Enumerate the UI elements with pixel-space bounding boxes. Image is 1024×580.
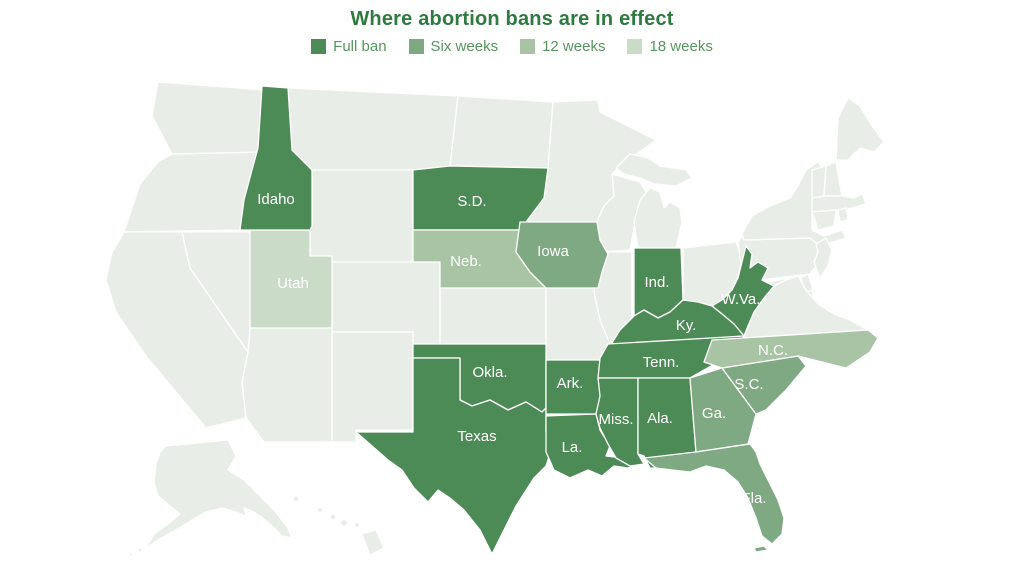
state-kansas <box>439 287 547 345</box>
state-alaska <box>145 439 293 549</box>
state-florida-keys <box>753 545 769 553</box>
state-hawaii-island <box>292 495 300 503</box>
state-iowa <box>515 221 609 289</box>
state-label-indiana: Ind. <box>644 274 669 291</box>
legend-item-18-weeks: 18 weeks <box>627 38 713 55</box>
state-north-carolina <box>703 329 879 369</box>
state-label-utah: Utah <box>277 275 309 292</box>
state-texas <box>355 357 553 555</box>
state-label-mississippi: Miss. <box>599 411 634 428</box>
legend-swatch-six-weeks <box>408 39 424 54</box>
state-labels-layer: Idaho S.D. Neb. Iowa Utah Okla. Texas Ar… <box>257 191 788 507</box>
state-rhode-island <box>837 207 849 223</box>
state-label-arkansas: Ark. <box>557 375 584 392</box>
legend-label-full-ban: Full ban <box>333 38 387 55</box>
legend-label-six-weeks: Six weeks <box>430 38 499 55</box>
state-washington <box>151 81 269 155</box>
state-label-iowa: Iowa <box>537 243 569 260</box>
state-label-west-virginia: W.Va. <box>722 291 761 308</box>
legend-swatch-full-ban <box>311 39 327 54</box>
state-florida <box>643 443 785 545</box>
state-label-south-carolina: S.C. <box>734 376 763 393</box>
state-georgia <box>689 367 757 453</box>
state-label-texas: Texas <box>457 428 496 445</box>
state-new-jersey <box>813 237 833 279</box>
state-north-dakota <box>449 95 554 169</box>
state-label-south-dakota: S.D. <box>457 193 486 210</box>
state-label-louisiana: La. <box>562 439 583 456</box>
state-hawaii-island <box>339 518 349 528</box>
state-label-tennessee: Tenn. <box>643 354 680 371</box>
state-connecticut <box>811 209 837 231</box>
legend-swatch-18-weeks <box>627 39 643 54</box>
state-label-georgia: Ga. <box>702 405 726 422</box>
header: Where abortion bans are in effect Full b… <box>0 6 1024 59</box>
state-new-mexico <box>331 331 414 443</box>
state-idaho <box>239 85 313 231</box>
state-label-oklahoma: Okla. <box>472 364 507 381</box>
state-alaska-aleutian-island <box>137 547 143 553</box>
state-maine <box>835 97 885 161</box>
state-label-florida: Fla. <box>741 490 766 507</box>
state-label-north-carolina: N.C. <box>758 342 788 359</box>
legend-label-12-weeks: 12 weeks <box>542 38 606 55</box>
chart-title: Where abortion bans are in effect <box>350 8 674 30</box>
legend-item-full-ban: Full ban <box>311 38 387 55</box>
state-kentucky <box>607 299 745 347</box>
state-label-kentucky: Ky. <box>676 317 697 334</box>
state-montana <box>287 87 459 171</box>
state-alaska-aleutian-island <box>128 551 134 557</box>
state-hawaii-island <box>316 506 324 514</box>
states-layer <box>105 81 885 557</box>
state-wisconsin <box>596 173 647 253</box>
state-new-hampshire <box>823 161 843 197</box>
legend-swatch-12-weeks <box>520 39 536 54</box>
legend-item-12-weeks: 12 weeks <box>520 38 605 55</box>
state-label-idaho: Idaho <box>257 191 295 208</box>
state-label-alabama: Ala. <box>647 410 673 427</box>
legend-item-six-weeks: Six weeks <box>408 38 499 55</box>
state-hawaii-island <box>353 521 361 529</box>
state-wyoming <box>309 169 414 263</box>
legend-label-18-weeks: 18 weeks <box>649 38 713 55</box>
legend: Full ban Six weeks 12 weeks 18 weeks <box>311 38 713 55</box>
state-hawaii-island <box>329 513 337 521</box>
state-hawaii-big-island <box>361 529 385 556</box>
state-label-nebraska: Neb. <box>450 253 482 270</box>
state-michigan <box>633 187 683 249</box>
state-michigan-upper-peninsula <box>615 153 693 187</box>
state-arizona <box>241 327 333 443</box>
